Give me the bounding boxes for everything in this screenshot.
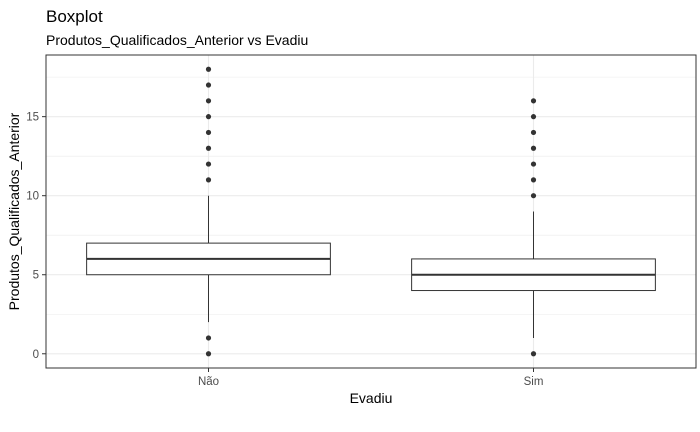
outlier-point: [205, 177, 212, 183]
y-axis-title: Produtos_Qualificados_Anterior: [6, 112, 22, 310]
outlier-point: [530, 114, 537, 120]
box-group-Não: [86, 66, 331, 357]
outlier-point: [530, 161, 537, 167]
outlier-point: [205, 145, 212, 151]
boxes: [86, 66, 656, 357]
x-tick-label: Não: [198, 376, 219, 388]
box-group-Sim: [411, 98, 656, 357]
y-tick-label: 0: [33, 349, 39, 361]
outlier-point: [205, 66, 212, 72]
chart-subtitle: Produtos_Qualificados_Anterior vs Evadiu: [46, 32, 308, 48]
outlier-point: [205, 82, 212, 88]
outlier-point: [530, 351, 537, 357]
outlier-point: [530, 129, 537, 136]
outlier-point: [205, 114, 212, 120]
x-axis-title: Evadiu: [350, 390, 393, 406]
outlier-point: [205, 129, 212, 136]
x-tick-label: Sim: [524, 376, 544, 388]
outlier-point: [530, 177, 537, 183]
outlier-point: [530, 193, 537, 199]
outlier-point: [530, 145, 537, 151]
outlier-point: [205, 98, 212, 104]
outlier-point: [530, 98, 537, 104]
x-axis: Não Sim: [198, 368, 543, 388]
y-tick-label: 5: [33, 270, 39, 282]
grid-lines: [46, 55, 696, 368]
y-tick-label: 10: [26, 191, 39, 203]
y-axis: 0 5 10 15: [26, 112, 46, 361]
outlier-point: [205, 335, 212, 341]
panel-border: [45, 54, 697, 369]
chart-title: Boxplot: [46, 7, 103, 26]
outlier-point: [205, 161, 212, 167]
outlier-point: [205, 351, 212, 357]
y-tick-label: 15: [26, 112, 39, 124]
